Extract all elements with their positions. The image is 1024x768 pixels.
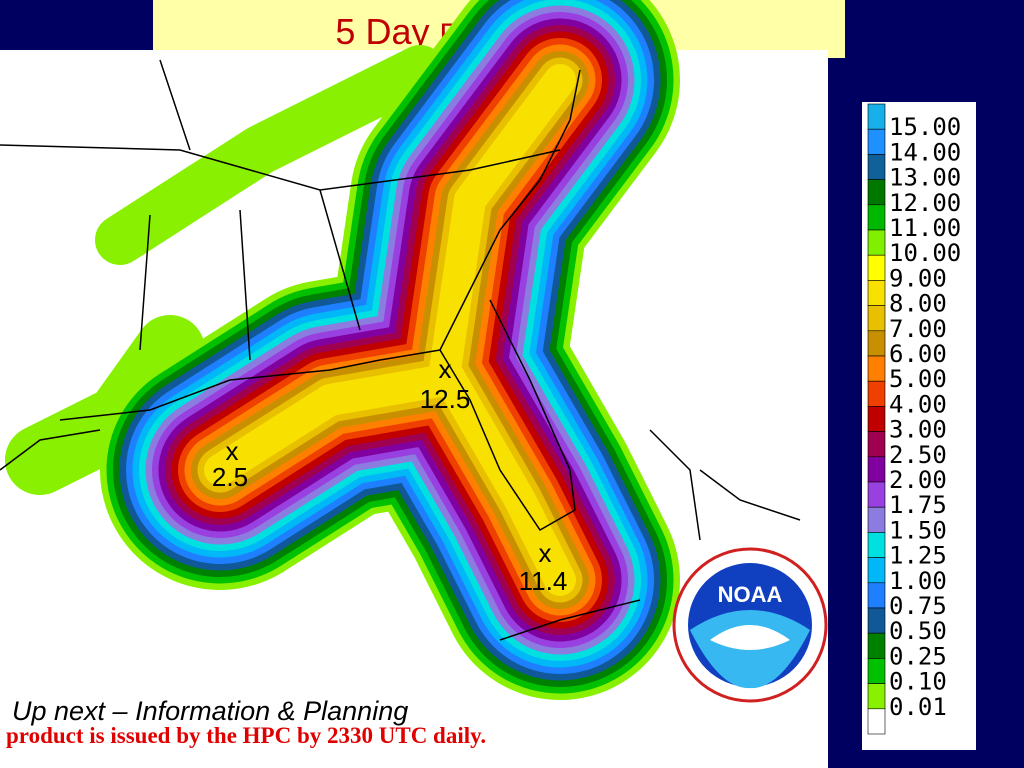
max-labels: x 12.5 x 2.5 x 11.4 (212, 354, 567, 596)
legend-swatch (867, 607, 886, 634)
legend: 15.0014.0013.0012.0011.0010.009.008.007.… (867, 103, 961, 735)
legend-label: 8.00 (889, 290, 947, 318)
legend-swatch (867, 103, 886, 130)
coastlines (0, 59, 801, 641)
max-marker: x (439, 354, 452, 384)
borders (0, 59, 581, 471)
legend-label: 11.00 (889, 214, 961, 242)
legend-label: 7.00 (889, 315, 947, 343)
max-label: 2.5 (212, 462, 248, 492)
legend-swatch (867, 708, 886, 735)
legend-label: 0.10 (889, 668, 947, 696)
noaa-logo: NOAA (672, 547, 828, 703)
legend-label: 6.00 (889, 340, 947, 368)
legend-label: 14.00 (889, 138, 961, 166)
legend-swatch (867, 154, 886, 180)
legend-label: 0.75 (889, 592, 947, 620)
legend-swatch (867, 456, 886, 483)
max-label: 12.5 (420, 384, 471, 414)
legend-label: 1.50 (889, 516, 947, 544)
logo-text: NOAA (718, 582, 783, 607)
legend-label: 10.00 (889, 239, 961, 267)
legend-swatch (867, 355, 886, 382)
legend-swatch (867, 280, 886, 306)
legend-swatch (867, 632, 886, 659)
legend-label: 2.00 (889, 466, 947, 494)
up-next: Up next – Information & Planning (12, 696, 408, 726)
max-label: 11.4 (519, 566, 568, 596)
legend-label: 0.25 (889, 642, 947, 670)
legend-swatch (867, 557, 886, 584)
notice: product is issued by the HPC by 2330 UTC… (6, 723, 486, 748)
legend-label: 5.00 (889, 365, 947, 393)
light-rain (95, 45, 445, 265)
legend-label: 15.00 (889, 113, 961, 141)
legend-swatch (867, 330, 886, 357)
legend-label: 3.00 (889, 416, 947, 444)
legend-label: 4.00 (889, 390, 947, 418)
legend-swatch (867, 582, 886, 609)
title-main: 5 Day (335, 11, 429, 52)
florida (439, 299, 576, 531)
rain-band (204, 64, 576, 596)
legend-swatch (867, 254, 886, 281)
legend-swatch (867, 305, 886, 332)
legend-swatch (867, 229, 886, 256)
legend-label: 9.00 (889, 264, 947, 292)
max-marker: x (539, 538, 552, 568)
legend-swatch (867, 204, 886, 231)
legend-swatch (867, 658, 886, 684)
max-marker: x (226, 436, 239, 466)
legend-swatch (867, 406, 886, 432)
legend-label: 2.50 (889, 441, 947, 469)
legend-label: 12.00 (889, 189, 961, 217)
legend-swatch (867, 506, 886, 533)
logo-gull (710, 625, 790, 650)
legend-swatch (867, 179, 886, 206)
legend-swatch (867, 532, 886, 558)
rain-bands (5, 0, 680, 700)
legend-label: 13.00 (889, 164, 961, 192)
legend-label: 0.01 (889, 693, 947, 721)
legend-label: 0.50 (889, 617, 947, 645)
legend-label: 1.25 (889, 542, 947, 570)
legend-swatch (867, 683, 886, 710)
legend-swatch (867, 431, 886, 458)
legend-swatch (867, 380, 886, 407)
legend-swatch (867, 481, 886, 508)
legend-label: 1.75 (889, 491, 947, 519)
legend-swatch (867, 128, 886, 155)
islands (499, 429, 801, 641)
legend-label: 1.00 (889, 567, 947, 595)
